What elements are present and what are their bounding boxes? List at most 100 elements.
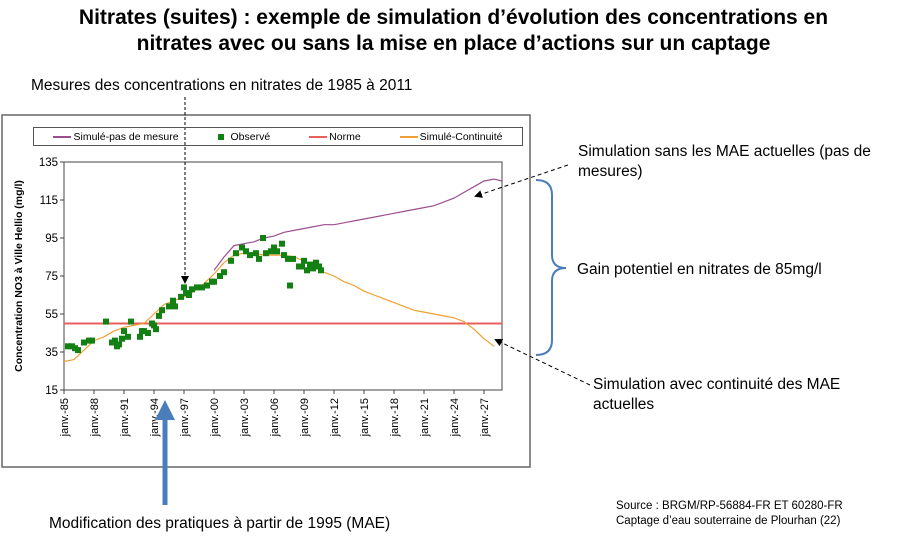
observed-point [103,318,109,325]
legend-label: Observé [230,130,271,143]
x-tick-label: janv.-06 [269,398,281,437]
observed-point [221,269,227,276]
observed-point [75,347,81,354]
observed-point [247,252,253,259]
observed-point [299,263,305,270]
observed-point [301,257,307,264]
x-tick-label: janv.-97 [179,398,191,437]
observed-point [310,265,316,272]
observed-point [271,244,277,251]
arrow-sans-mae [474,164,569,198]
observed-point [279,240,285,247]
observed-point [228,257,234,264]
legend-label: Simulé-pas de mesure [73,130,179,143]
x-tick-label: janv.-00 [209,398,221,437]
gain-brace [535,179,567,356]
observed-point [137,333,143,340]
annotation-mesures: Mesures des concentrations en nitrates d… [31,77,413,94]
legend: Simulé-pas de mesure Observé Norme Simul… [33,127,523,146]
observed-point [211,278,217,285]
source-line1: Source : BRGM/RP-56884-FR ET 60280-FR [616,500,843,512]
observed-point [128,318,134,325]
legend-label: Simulé-Continuité [419,130,503,143]
observed-point [151,322,157,329]
observed-point [287,282,293,289]
observed-point [290,255,296,262]
observed-point [318,267,324,274]
observed-point [89,337,95,344]
x-tick-label: janv.-09 [299,398,311,437]
observed-point [141,328,147,335]
observed-point [243,248,249,255]
series-line-simul-continuit- [63,252,495,363]
observed-point [263,250,269,257]
observed-point [304,267,310,274]
y-axis-label: Concentration NO3 à Ville Hellio (mg/l) [13,180,25,372]
x-tick-label: janv.-18 [389,398,401,437]
observed-point [281,252,287,259]
observed-point [313,259,319,266]
x-tick-label: janv.-21 [419,398,431,437]
x-tick-label: janv.-03 [239,398,251,437]
y-tick-label: 95 [45,233,58,245]
y-tick-label: 115 [40,195,58,207]
x-tick-label: janv.-88 [89,398,101,437]
x-tick-label: janv.-91 [119,398,131,437]
observed-point [112,337,118,344]
observed-point [119,335,125,342]
slide-title-line1: Nitrates (suites) : exemple de simulatio… [78,6,829,29]
arrow-avec-mae [494,338,591,386]
observed-point [166,303,172,310]
observed-point [194,284,200,291]
y-tick-label: 35 [45,347,58,359]
observed-point [253,250,259,257]
annotation-modification: Modification des pratiques à partir de 1… [49,515,391,532]
observed-point [159,307,165,314]
y-tick-label: 55 [45,309,58,321]
y-tick-label: 15 [45,385,58,397]
plot-area [63,161,503,391]
observed-point [233,250,239,257]
x-tick-label: janv.-94 [149,398,161,437]
observed-point [145,330,151,336]
observed-point [307,261,313,268]
annotation-sans-mae: Simulation sans les MAE actuelles (pas d… [578,143,871,180]
observed-point [189,286,195,293]
observed-point [116,341,122,348]
observed-point [239,244,245,251]
legend-label: Norme [329,130,361,143]
x-tick-label: janv.-12 [329,398,341,437]
observed-point [274,248,280,255]
observed-point [268,248,274,255]
observed-point [285,255,291,262]
observed-point [181,284,187,291]
observed-point [186,292,192,298]
observed-point [65,343,71,350]
legend-item-norme: Norme [309,131,361,143]
source-line2: Captage d’eau souterraine de Plourhan (2… [616,515,841,527]
observed-point [256,255,262,262]
observed-point [153,326,159,333]
observed-point [199,284,205,291]
chart-frame [1,114,531,468]
observed-point [178,293,184,300]
annotation-avec-mae: Simulation avec continuité des MAE actue… [593,376,841,413]
observed-point [170,297,176,304]
legend-item-observe: Observé [217,130,271,143]
observed-point [172,303,178,310]
observed-point [156,312,162,319]
observed-point [121,328,127,335]
slide-title-line2: nitrates avec ou sans la mise en place d… [136,32,771,55]
legend-item-simule-pas-de-mesure: Simulé-pas de mesure [53,130,179,143]
observed-point [260,235,266,241]
x-tick-label: janv.-85 [59,398,71,437]
observed-point [316,263,322,270]
observed-point [125,333,131,340]
x-tick-label: janv.-27 [479,398,491,437]
observed-point [204,282,210,289]
legend-item-simule-continuite: Simulé-Continuité [399,130,503,143]
observed-point [217,273,223,279]
y-tick-label: 135 [39,157,58,169]
